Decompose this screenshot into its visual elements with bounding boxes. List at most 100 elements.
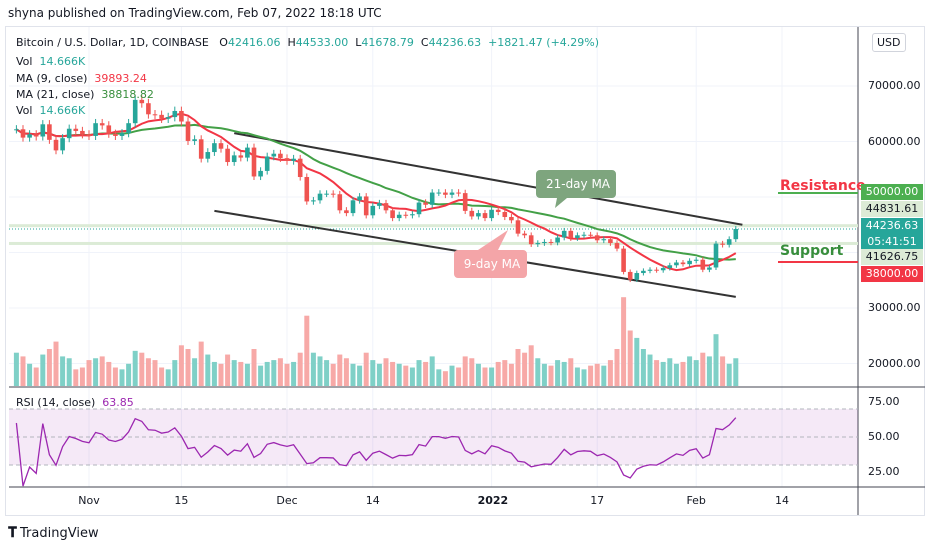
volume-bar: [93, 358, 99, 386]
volume-bar: [106, 361, 112, 386]
candle-body: [654, 269, 659, 271]
volume-bar: [627, 330, 633, 386]
volume-bar: [403, 365, 409, 386]
candle-body: [192, 139, 197, 141]
volume-bar: [396, 363, 402, 386]
time-axis-tick: Feb: [686, 494, 706, 507]
ma9-callout-text: 9-day MA: [464, 257, 521, 271]
volume-bar: [660, 361, 666, 386]
candle-body: [482, 213, 488, 219]
volume-bar: [231, 360, 237, 386]
candle-body: [231, 155, 237, 163]
candle-body: [60, 138, 65, 151]
time-axis-tick: Nov: [78, 494, 100, 507]
level-band-r1: [9, 224, 858, 228]
time-axis-tick: Dec: [276, 494, 298, 507]
candle-body: [436, 192, 442, 194]
candle-body: [588, 234, 593, 236]
currency-button[interactable]: USD: [872, 33, 906, 52]
volume-bar: [370, 360, 376, 386]
volume-bar: [588, 365, 594, 386]
rsi-line: [15, 417, 737, 487]
candle-body: [165, 117, 171, 119]
chart-frame[interactable]: [5, 26, 925, 516]
candle-body: [726, 239, 732, 245]
candle-body: [502, 211, 508, 217]
candle-body: [66, 128, 72, 139]
ma21-callout: [536, 170, 616, 208]
rsi-label: RSI (14, close): [16, 396, 96, 409]
volume-bar: [482, 367, 488, 386]
candle-body: [205, 152, 211, 159]
volume-bar: [680, 361, 686, 386]
symbol-name: Bitcoin / U.S. Dollar, 1D, COINBASE: [16, 36, 209, 49]
volume-bar: [376, 363, 382, 386]
r1-price-label: 44831.61: [861, 201, 923, 217]
candle-body: [264, 156, 270, 171]
volume-bar: [244, 363, 250, 386]
candle-body: [456, 192, 461, 194]
candle-body: [515, 220, 521, 234]
candle-body: [317, 193, 323, 201]
candle-body: [443, 192, 448, 195]
volume-bar: [489, 367, 495, 386]
candle-body: [390, 210, 395, 219]
candle-body: [238, 155, 244, 158]
candle-body: [185, 121, 191, 141]
volume-bar: [46, 349, 52, 386]
price-axis-tick: 70000.00: [868, 79, 921, 92]
candle-body: [40, 124, 46, 137]
volume-bar: [621, 297, 627, 386]
candle-body: [608, 239, 613, 244]
volume-bar: [535, 358, 541, 386]
change-value: +1821.47 (+4.29%): [488, 36, 600, 49]
volume-bar: [581, 369, 587, 386]
volume-bar: [456, 367, 462, 386]
volume-bar: [522, 352, 528, 386]
volume-bar: [568, 358, 574, 386]
volume-bar: [515, 349, 521, 386]
candle-body: [660, 268, 666, 271]
candle-body: [20, 129, 26, 138]
volume-bar: [667, 358, 673, 386]
ma9-callout: [454, 230, 527, 278]
volume-bar: [528, 345, 534, 386]
candle-body: [119, 133, 125, 136]
volume-bar: [99, 356, 105, 386]
volume-bar: [277, 358, 283, 386]
time-axis-tick: 17: [590, 494, 605, 507]
candle-body: [106, 125, 112, 134]
candle-body: [357, 196, 362, 201]
price-axis-tick: 20000.00: [868, 356, 921, 370]
candle-body: [146, 103, 151, 115]
volume-bar: [284, 363, 290, 386]
volume-bar: [271, 360, 277, 386]
volume-bar: [159, 367, 165, 386]
volume-bar: [291, 361, 297, 386]
volume-bar: [383, 358, 389, 386]
volume-bar: [79, 367, 85, 386]
candle-body: [680, 262, 686, 265]
published-info: shyna published on TradingView.com, Feb …: [8, 6, 382, 20]
volume-bar: [607, 360, 613, 386]
candle-body: [86, 134, 92, 136]
brand-name: TradingView: [20, 525, 99, 541]
volume-bar: [119, 369, 125, 386]
volume-bar: [574, 367, 580, 386]
tradingview-logo[interactable]: 𝐓 TradingView: [8, 525, 99, 541]
candle-body: [449, 192, 455, 195]
candle-body: [601, 239, 607, 241]
candle-body: [344, 210, 349, 214]
candle-body: [469, 210, 475, 217]
volume-bar: [462, 356, 468, 386]
volume-bar: [165, 369, 171, 386]
volume-bar: [198, 341, 204, 386]
candle-body: [621, 248, 626, 272]
candle-body: [152, 114, 158, 116]
rsi-axis-tick: 75.00: [868, 395, 900, 408]
vol-label: Vol: [16, 55, 33, 68]
volume-bar: [178, 345, 184, 386]
candle-body: [350, 200, 356, 214]
ma21-callout-text: 21-day MA: [546, 177, 611, 191]
